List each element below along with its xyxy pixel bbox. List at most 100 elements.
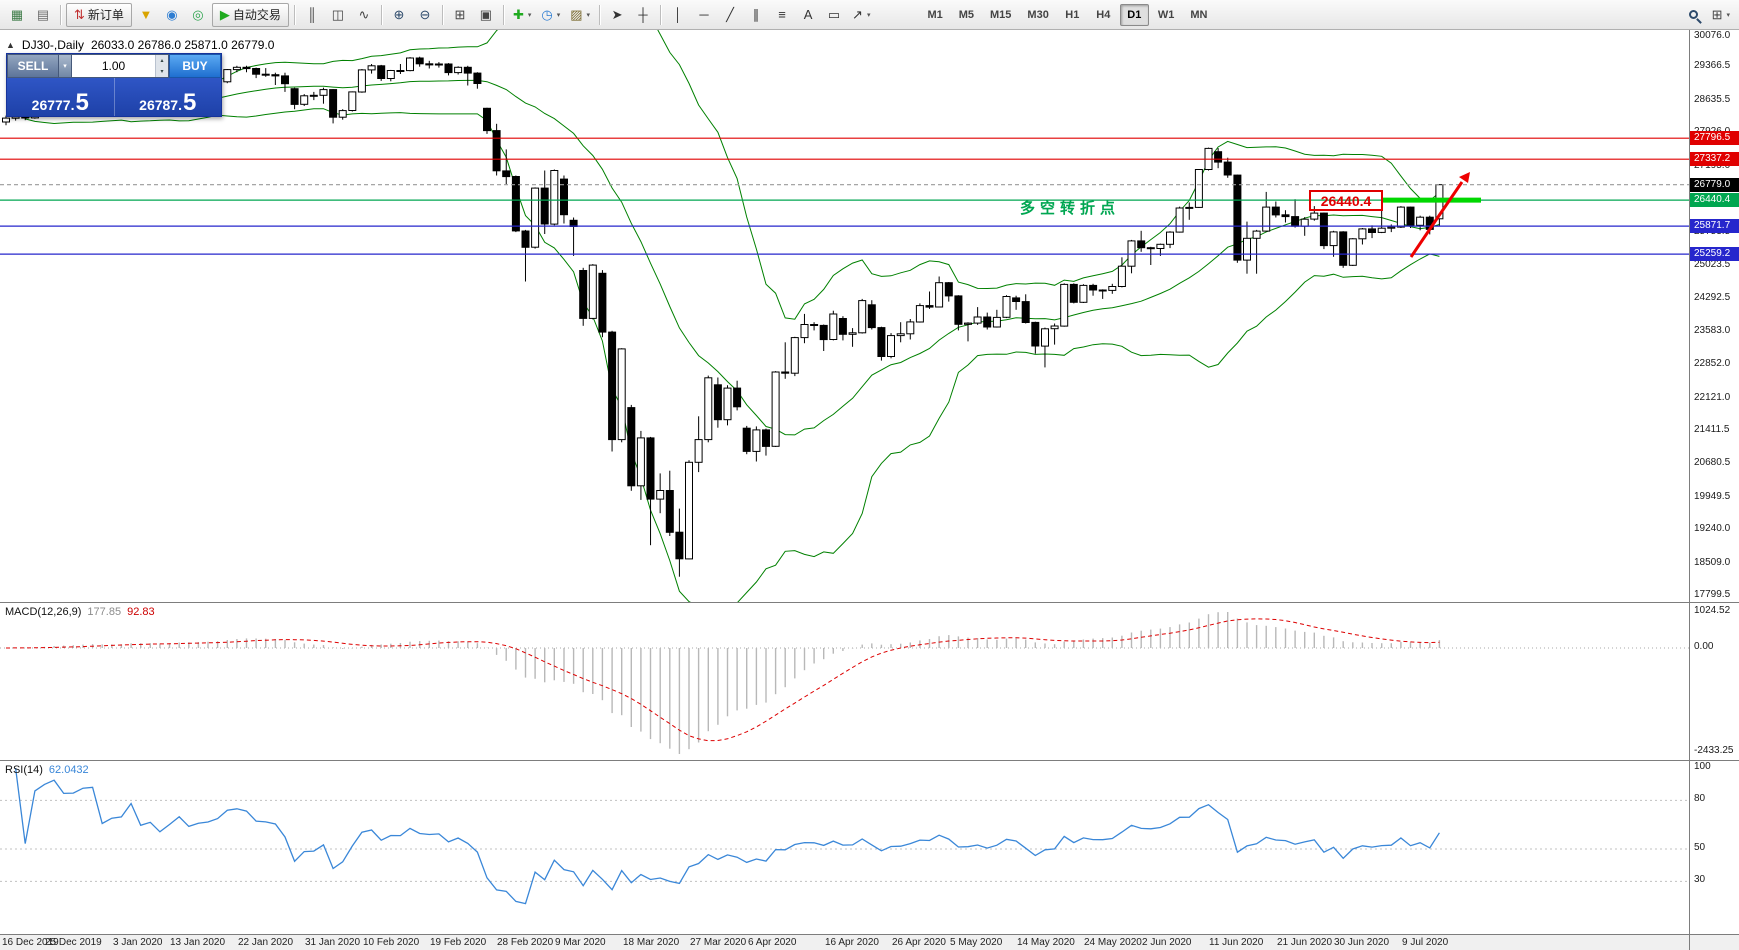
volume-spinner[interactable]: 1.00 ▴ ▾ [72, 54, 169, 78]
cursor-icon[interactable]: ➤ [605, 3, 629, 27]
crosshair-icon[interactable]: ┼ [631, 3, 655, 27]
rsi-value: 62.0432 [48, 764, 89, 776]
macd-histogram [14, 612, 1441, 754]
auto-trading-button[interactable]: ▶ 自动交易 [211, 2, 289, 27]
buy-arrow-head [1459, 172, 1470, 183]
zoom-out-icon[interactable]: ⊖ [413, 3, 437, 27]
chart-layout-icon-glyph: ⊞ [1711, 7, 1723, 22]
timeframe-H1[interactable]: H1 [1058, 4, 1087, 26]
magnifier-glass-icon [1689, 10, 1699, 19]
new-order-button[interactable]: ⇅ 新订单 [66, 2, 132, 27]
timeframe-M15[interactable]: M15 [983, 4, 1018, 26]
sell-button[interactable]: SELL [7, 54, 59, 78]
ohlc-bars-icon-glyph: ║ [307, 7, 317, 22]
line-chart-icon[interactable]: ∿ [352, 3, 376, 27]
timeframe-MN[interactable]: MN [1183, 4, 1214, 26]
zoom-out-icon-glyph: ⊖ [419, 7, 431, 22]
label-icon[interactable]: ▭ [822, 3, 846, 27]
new-order-button-glyph: ⇅ [74, 7, 85, 22]
date-label: 24 May 2020 [1084, 937, 1142, 948]
horizontal-line-icon[interactable]: ─ [692, 3, 716, 27]
community-icon[interactable]: ◎ [186, 3, 210, 27]
timeframe-H4[interactable]: H4 [1089, 4, 1118, 26]
rsi-name: RSI(14) [5, 764, 43, 776]
market-icon[interactable]: ◉ [160, 3, 184, 27]
timeframe-M1[interactable]: M1 [920, 4, 949, 26]
y-axis-label: 23583.0 [1694, 324, 1731, 336]
caret-down-icon[interactable]: ▾ [59, 54, 72, 78]
toolbar-separator [441, 4, 443, 25]
y-axis-label: 29366.5 [1694, 60, 1731, 72]
date-label: 30 Jun 2020 [1334, 937, 1390, 948]
rsi-axis-label: 30 [1694, 874, 1706, 886]
price-chart-canvas[interactable] [0, 30, 1689, 602]
price-box-annotation[interactable]: 26440.4 [1309, 190, 1383, 211]
macd-main-value: 177.85 [87, 606, 122, 618]
collapse-trade-panel-icon[interactable]: ▲ [6, 40, 15, 50]
y-axis-label: 19240.0 [1694, 523, 1731, 535]
caret-down-icon: ▾ [586, 11, 591, 19]
profiles-icon[interactable]: ▤ [31, 3, 55, 27]
volume-up-button[interactable]: ▴ [156, 55, 168, 66]
buy-arrow-line[interactable] [1409, 181, 1464, 258]
timeframe-group: M1 M5 M15 M30 H1 H4 D1 W1 MN [919, 3, 1215, 26]
timeframe-M5[interactable]: M5 [952, 4, 981, 26]
candlestick-icon[interactable]: ◫ [326, 3, 350, 27]
caret-down-icon: ▾ [866, 11, 871, 19]
label-icon-glyph: ▭ [827, 7, 841, 22]
zoom-in-icon-glyph: ⊕ [393, 7, 405, 22]
chart-layout-icon[interactable]: ⊞ ▾ [1708, 3, 1734, 27]
price-axis-rsi: 100 80 50 30 [1690, 760, 1739, 934]
new-chart-plus-icon[interactable]: ✚ ▾ [509, 3, 535, 27]
cascade-windows-icon[interactable]: ▣ [474, 3, 498, 27]
volume-value[interactable]: 1.00 [101, 59, 126, 73]
y-axis-label: 22121.0 [1694, 391, 1731, 403]
periods-clock-icon[interactable]: ◷ ▾ [537, 3, 564, 27]
channel-icon[interactable]: ∥ [744, 3, 768, 27]
macd-panel: MACD(12,26,9) 177.85 92.83 [0, 602, 1689, 760]
funnel-icon[interactable]: ▼ [134, 3, 158, 27]
templates-icon[interactable]: ▨ ▾ [566, 3, 594, 27]
volume-down-button[interactable]: ▾ [156, 66, 168, 77]
sell-price[interactable]: 26777. 5 [7, 78, 115, 116]
ohlc-bars-icon[interactable]: ║ [300, 3, 324, 27]
time-axis[interactable]: 16 Dec 2019 25 Dec 2019 3 Jan 2020 13 Jan 2… [0, 934, 1689, 950]
zoom-in-icon[interactable]: ⊕ [387, 3, 411, 27]
symbol-period-label: DJ30-,Daily [21, 38, 84, 52]
toolbar-separator [60, 4, 61, 25]
timeframe-M30[interactable]: M30 [1020, 4, 1055, 26]
trendline-icon[interactable]: ╱ [718, 3, 742, 27]
timeframe-D1[interactable]: D1 [1119, 3, 1149, 26]
toolbar-separator [660, 4, 662, 25]
auto-trading-button-glyph: ▶ [219, 7, 230, 22]
macd-axis-label: 0.00 [1694, 641, 1714, 652]
fibonacci-icon[interactable]: ≡ [770, 3, 794, 27]
buy-price[interactable]: 26787. 5 [115, 78, 222, 116]
arrows-icon[interactable]: ↗ ▾ [848, 3, 874, 27]
vertical-line-icon[interactable]: │ [666, 3, 690, 27]
price-axis-main[interactable]: 30076.029366.528635.527926.027195.026484… [1690, 30, 1739, 602]
axis-corner [1690, 934, 1739, 950]
rsi-line [14, 767, 1440, 905]
rsi-axis-label: 100 [1694, 761, 1711, 772]
y-axis-label: 21411.5 [1694, 423, 1730, 435]
level-price-badge: 25871.7 [1690, 219, 1739, 233]
price-axis[interactable]: 30076.029366.528635.527926.027195.026484… [1689, 30, 1739, 950]
main-toolbar: ▦ ▤ ⇅ 新订单 ▼ ◉ ◎ ▶ 自动交易 ║ ◫ ∿ ⊕ ⊖ ⊞ ▣ ✚ ▾ ◷ ▾ ▨ ▾ ➤ ┼ │ ─ ╱ ∥ ≡ A ▭ ↗ ▾ M1… [0, 0, 1739, 30]
turning-point-annotation[interactable]: 多空转折点 [1020, 200, 1121, 217]
timeframe-W1[interactable]: W1 [1151, 4, 1182, 26]
text-icon[interactable]: A [796, 3, 820, 27]
date-label: 26 Apr 2020 [892, 937, 946, 948]
date-label: 3 Jan 2020 [113, 937, 163, 948]
level-price-badge: 27796.5 [1690, 131, 1739, 145]
date-label: 28 Feb 2020 [497, 937, 554, 948]
chart-window-icon[interactable]: ▦ [5, 3, 29, 27]
trade-controls-row: SELL ▾ 1.00 ▴ ▾ BUY [7, 54, 221, 78]
community-icon-glyph: ◎ [192, 7, 204, 22]
date-label: 25 Dec 2019 [45, 937, 102, 948]
tile-windows-icon[interactable]: ⊞ [448, 3, 472, 27]
buy-button[interactable]: BUY [169, 54, 221, 78]
bollinger-middle-band [25, 79, 1440, 436]
search-icon[interactable] [1682, 3, 1706, 27]
y-axis-label: 22852.0 [1694, 358, 1731, 370]
